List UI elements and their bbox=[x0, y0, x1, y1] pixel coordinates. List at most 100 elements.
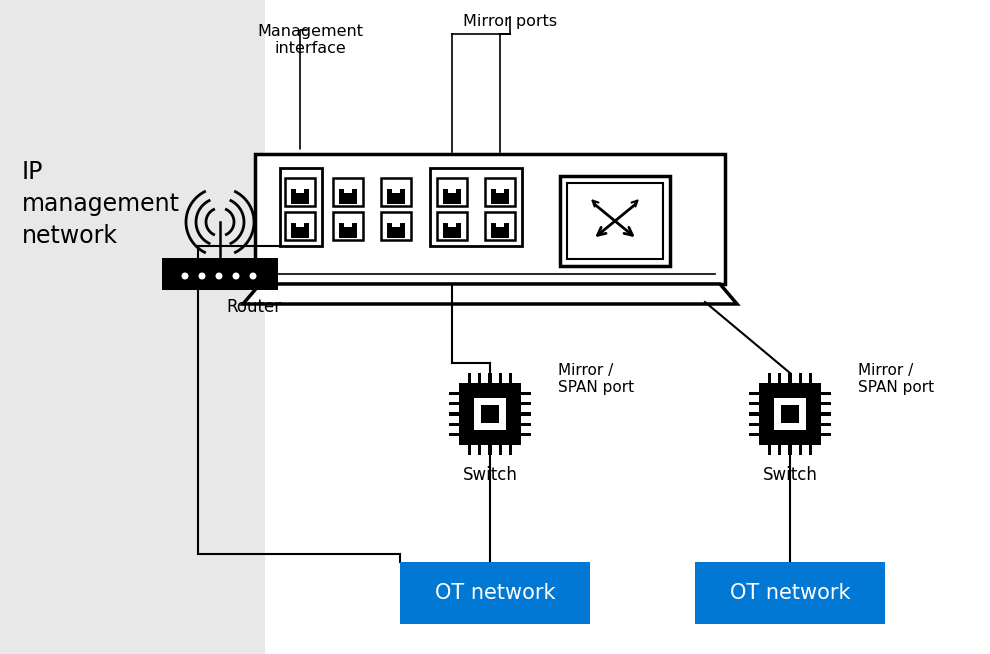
Bar bbox=[444, 222, 460, 238]
Bar bbox=[340, 222, 356, 238]
Text: Mirror ports: Mirror ports bbox=[463, 14, 557, 29]
Circle shape bbox=[216, 273, 223, 279]
Bar bbox=[344, 188, 352, 193]
Bar bbox=[478, 445, 481, 455]
Bar bbox=[381, 212, 411, 240]
Bar bbox=[291, 222, 309, 238]
Bar bbox=[509, 445, 513, 455]
Bar bbox=[344, 222, 352, 227]
Bar bbox=[491, 222, 509, 238]
Bar bbox=[491, 188, 509, 204]
Text: Mirror /
SPAN port: Mirror / SPAN port bbox=[558, 363, 635, 395]
Circle shape bbox=[249, 273, 256, 279]
Bar bbox=[821, 433, 831, 436]
Bar bbox=[695, 562, 885, 624]
Bar bbox=[387, 188, 405, 204]
Bar bbox=[285, 212, 315, 240]
Bar bbox=[759, 383, 821, 445]
Bar bbox=[162, 258, 278, 290]
Bar bbox=[774, 398, 806, 430]
Bar bbox=[521, 422, 531, 426]
Bar bbox=[447, 222, 456, 227]
Bar bbox=[809, 445, 813, 455]
Bar bbox=[437, 212, 467, 240]
Polygon shape bbox=[243, 284, 737, 304]
Bar bbox=[387, 222, 405, 238]
Text: OT network: OT network bbox=[435, 583, 555, 603]
Bar bbox=[444, 188, 460, 204]
Bar bbox=[778, 445, 781, 455]
Bar bbox=[821, 422, 831, 426]
Bar bbox=[392, 222, 400, 227]
Text: Mirror /
SPAN port: Mirror / SPAN port bbox=[858, 363, 935, 395]
Bar bbox=[291, 188, 309, 204]
Bar bbox=[499, 445, 502, 455]
Bar bbox=[781, 405, 799, 423]
Bar bbox=[447, 188, 456, 193]
Bar bbox=[767, 373, 771, 383]
Bar bbox=[296, 188, 304, 193]
Bar bbox=[340, 188, 356, 204]
Bar bbox=[280, 168, 322, 246]
Bar bbox=[0, 0, 265, 654]
Text: Switch: Switch bbox=[462, 466, 518, 484]
Bar bbox=[449, 422, 459, 426]
Bar bbox=[485, 212, 515, 240]
Bar bbox=[400, 562, 590, 624]
Bar bbox=[265, 0, 990, 654]
Bar bbox=[285, 178, 315, 206]
Bar bbox=[430, 168, 522, 246]
Bar bbox=[509, 373, 513, 383]
Bar bbox=[521, 412, 531, 416]
Bar bbox=[749, 402, 759, 405]
Bar bbox=[821, 412, 831, 416]
Bar bbox=[449, 402, 459, 405]
Bar bbox=[481, 405, 499, 423]
Bar bbox=[449, 412, 459, 416]
Bar bbox=[788, 373, 792, 383]
Bar bbox=[392, 188, 400, 193]
Bar bbox=[521, 402, 531, 405]
Circle shape bbox=[181, 273, 188, 279]
Bar bbox=[521, 433, 531, 436]
Bar bbox=[767, 445, 771, 455]
Bar bbox=[467, 445, 471, 455]
Circle shape bbox=[199, 273, 206, 279]
Bar bbox=[333, 212, 363, 240]
Bar bbox=[778, 373, 781, 383]
Circle shape bbox=[233, 273, 240, 279]
Text: IP
management
network: IP management network bbox=[22, 160, 180, 248]
Bar bbox=[488, 373, 492, 383]
Bar bbox=[333, 178, 363, 206]
Bar bbox=[567, 183, 663, 259]
Bar bbox=[437, 178, 467, 206]
Bar bbox=[474, 398, 506, 430]
Bar bbox=[821, 392, 831, 395]
Text: Router: Router bbox=[226, 298, 281, 316]
Bar bbox=[496, 222, 504, 227]
Bar bbox=[749, 422, 759, 426]
Bar bbox=[521, 392, 531, 395]
Bar bbox=[809, 373, 813, 383]
Bar bbox=[799, 445, 802, 455]
Bar bbox=[485, 178, 515, 206]
Bar bbox=[799, 373, 802, 383]
Bar bbox=[560, 176, 670, 266]
Bar bbox=[496, 188, 504, 193]
Bar bbox=[821, 402, 831, 405]
Bar bbox=[499, 373, 502, 383]
Bar bbox=[749, 392, 759, 395]
Bar bbox=[749, 433, 759, 436]
Text: Switch: Switch bbox=[762, 466, 818, 484]
Text: OT network: OT network bbox=[730, 583, 850, 603]
Bar bbox=[467, 373, 471, 383]
Bar bbox=[749, 412, 759, 416]
Bar bbox=[488, 445, 492, 455]
Bar bbox=[459, 383, 521, 445]
Bar bbox=[296, 222, 304, 227]
Bar bbox=[255, 154, 725, 284]
Bar bbox=[478, 373, 481, 383]
Bar bbox=[449, 433, 459, 436]
Bar bbox=[788, 445, 792, 455]
Bar bbox=[381, 178, 411, 206]
